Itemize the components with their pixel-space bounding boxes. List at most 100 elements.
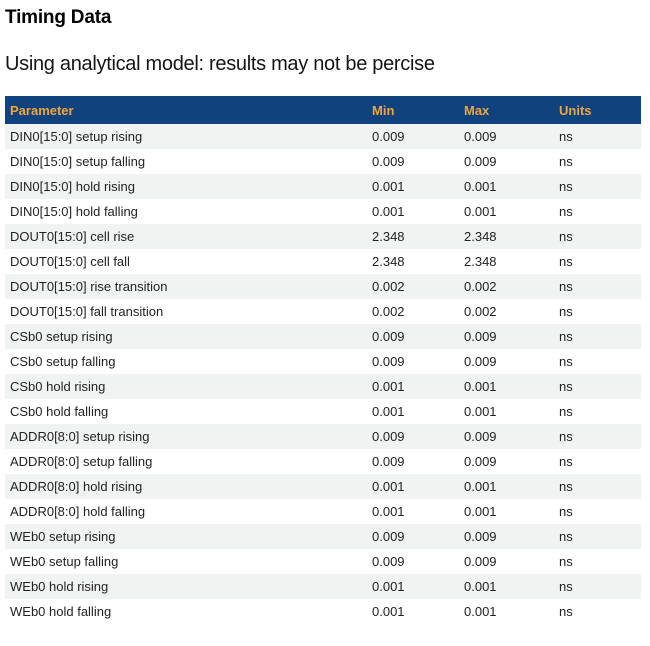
cell-units: ns <box>554 524 641 549</box>
cell-min: 0.001 <box>367 374 459 399</box>
cell-min: 0.001 <box>367 599 459 624</box>
cell-min: 0.009 <box>367 549 459 574</box>
column-header-parameter: Parameter <box>5 96 367 124</box>
table-row: ADDR0[8:0] setup rising 0.009 0.009 ns <box>5 424 641 449</box>
table-row: DOUT0[15:0] rise transition 0.002 0.002 … <box>5 274 641 299</box>
cell-units: ns <box>554 124 641 149</box>
cell-max: 0.002 <box>459 299 554 324</box>
page-subtitle: Using analytical model: results may not … <box>5 53 435 75</box>
cell-max: 0.009 <box>459 324 554 349</box>
cell-min: 0.009 <box>367 124 459 149</box>
table-row: DOUT0[15:0] fall transition 0.002 0.002 … <box>5 299 641 324</box>
cell-units: ns <box>554 324 641 349</box>
cell-parameter: WEb0 setup falling <box>5 549 367 574</box>
table-row: CSb0 setup falling 0.009 0.009 ns <box>5 349 641 374</box>
cell-min: 0.009 <box>367 149 459 174</box>
cell-max: 0.001 <box>459 399 554 424</box>
cell-max: 0.009 <box>459 449 554 474</box>
cell-parameter: WEb0 hold rising <box>5 574 367 599</box>
table-header-row: Parameter Min Max Units <box>5 96 641 124</box>
cell-min: 0.002 <box>367 299 459 324</box>
cell-units: ns <box>554 374 641 399</box>
cell-max: 2.348 <box>459 224 554 249</box>
cell-parameter: CSb0 setup rising <box>5 324 367 349</box>
timing-data-table: Parameter Min Max Units DIN0[15:0] setup… <box>5 96 641 624</box>
cell-min: 0.001 <box>367 574 459 599</box>
table-row: WEb0 setup falling 0.009 0.009 ns <box>5 549 641 574</box>
cell-parameter: CSb0 setup falling <box>5 349 367 374</box>
cell-parameter: DOUT0[15:0] rise transition <box>5 274 367 299</box>
cell-parameter: ADDR0[8:0] hold rising <box>5 474 367 499</box>
report-page: Timing Data Using analytical model: resu… <box>5 7 641 624</box>
cell-max: 0.001 <box>459 599 554 624</box>
table-row: CSb0 hold rising 0.001 0.001 ns <box>5 374 641 399</box>
cell-parameter: DIN0[15:0] hold rising <box>5 174 367 199</box>
cell-max: 0.001 <box>459 474 554 499</box>
page-title: Timing Data <box>5 7 112 28</box>
cell-min: 0.001 <box>367 399 459 424</box>
cell-max: 0.009 <box>459 124 554 149</box>
cell-units: ns <box>554 274 641 299</box>
column-header-units: Units <box>554 96 641 124</box>
table-row: DOUT0[15:0] cell rise 2.348 2.348 ns <box>5 224 641 249</box>
cell-max: 0.009 <box>459 524 554 549</box>
cell-min: 0.009 <box>367 424 459 449</box>
table-row: CSb0 setup rising 0.009 0.009 ns <box>5 324 641 349</box>
table-row: WEb0 setup rising 0.009 0.009 ns <box>5 524 641 549</box>
cell-min: 0.001 <box>367 199 459 224</box>
cell-min: 0.009 <box>367 449 459 474</box>
cell-min: 0.009 <box>367 349 459 374</box>
cell-parameter: DIN0[15:0] setup falling <box>5 149 367 174</box>
cell-min: 0.001 <box>367 474 459 499</box>
cell-parameter: ADDR0[8:0] setup rising <box>5 424 367 449</box>
cell-parameter: CSb0 hold rising <box>5 374 367 399</box>
cell-min: 2.348 <box>367 249 459 274</box>
cell-max: 0.001 <box>459 374 554 399</box>
cell-max: 2.348 <box>459 249 554 274</box>
cell-units: ns <box>554 499 641 524</box>
cell-units: ns <box>554 224 641 249</box>
cell-parameter: WEb0 setup rising <box>5 524 367 549</box>
cell-parameter: DOUT0[15:0] fall transition <box>5 299 367 324</box>
cell-parameter: ADDR0[8:0] setup falling <box>5 449 367 474</box>
cell-parameter: DOUT0[15:0] cell fall <box>5 249 367 274</box>
cell-max: 0.009 <box>459 549 554 574</box>
cell-max: 0.009 <box>459 424 554 449</box>
table-row: ADDR0[8:0] setup falling 0.009 0.009 ns <box>5 449 641 474</box>
cell-parameter: CSb0 hold falling <box>5 399 367 424</box>
table-row: DIN0[15:0] setup rising 0.009 0.009 ns <box>5 124 641 149</box>
cell-parameter: DOUT0[15:0] cell rise <box>5 224 367 249</box>
table-row: ADDR0[8:0] hold falling 0.001 0.001 ns <box>5 499 641 524</box>
cell-parameter: WEb0 hold falling <box>5 599 367 624</box>
cell-max: 0.001 <box>459 199 554 224</box>
table-row: DIN0[15:0] hold rising 0.001 0.001 ns <box>5 174 641 199</box>
cell-units: ns <box>554 399 641 424</box>
cell-max: 0.002 <box>459 274 554 299</box>
cell-units: ns <box>554 549 641 574</box>
cell-min: 0.009 <box>367 524 459 549</box>
cell-units: ns <box>554 199 641 224</box>
table-row: WEb0 hold rising 0.001 0.001 ns <box>5 574 641 599</box>
cell-min: 0.002 <box>367 274 459 299</box>
table-row: ADDR0[8:0] hold rising 0.001 0.001 ns <box>5 474 641 499</box>
cell-units: ns <box>554 349 641 374</box>
cell-parameter: DIN0[15:0] hold falling <box>5 199 367 224</box>
column-header-min: Min <box>367 96 459 124</box>
cell-max: 0.001 <box>459 174 554 199</box>
cell-units: ns <box>554 149 641 174</box>
cell-max: 0.009 <box>459 349 554 374</box>
cell-units: ns <box>554 249 641 274</box>
cell-units: ns <box>554 299 641 324</box>
cell-units: ns <box>554 599 641 624</box>
table-row: CSb0 hold falling 0.001 0.001 ns <box>5 399 641 424</box>
cell-parameter: ADDR0[8:0] hold falling <box>5 499 367 524</box>
cell-max: 0.009 <box>459 149 554 174</box>
table-row: DOUT0[15:0] cell fall 2.348 2.348 ns <box>5 249 641 274</box>
cell-units: ns <box>554 449 641 474</box>
cell-max: 0.001 <box>459 499 554 524</box>
cell-min: 0.001 <box>367 499 459 524</box>
table-row: WEb0 hold falling 0.001 0.001 ns <box>5 599 641 624</box>
cell-units: ns <box>554 424 641 449</box>
cell-min: 0.001 <box>367 174 459 199</box>
cell-units: ns <box>554 174 641 199</box>
